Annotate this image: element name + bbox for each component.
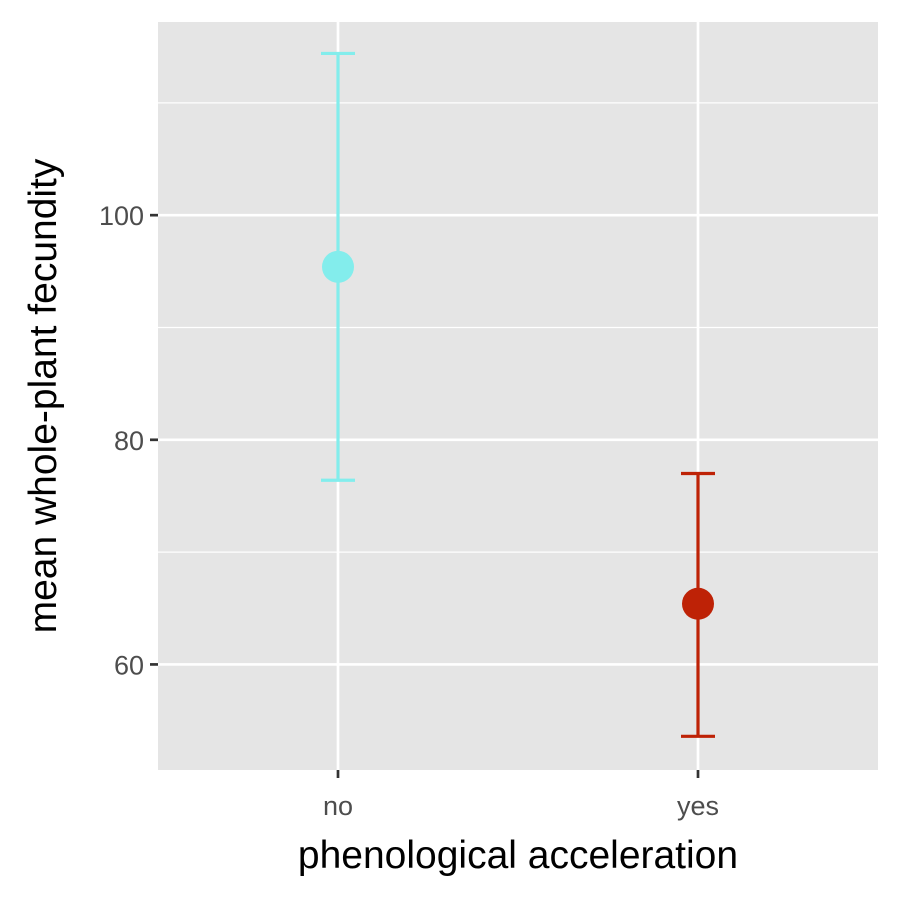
axis-ticks: 60 80 100 no yes xyxy=(99,201,719,821)
plot-panel xyxy=(158,22,878,770)
x-tick-label: no xyxy=(323,791,353,821)
y-tick-label: 100 xyxy=(99,201,144,231)
y-axis-title: mean whole-plant fecundity xyxy=(22,158,65,633)
y-tick-label: 60 xyxy=(114,650,144,680)
data-marks xyxy=(321,51,715,738)
x-axis-title: phenological acceleration xyxy=(298,834,738,877)
data-point xyxy=(322,250,354,283)
data-point xyxy=(682,587,714,620)
y-tick-label: 80 xyxy=(114,426,144,456)
x-tick-label: yes xyxy=(677,791,719,821)
